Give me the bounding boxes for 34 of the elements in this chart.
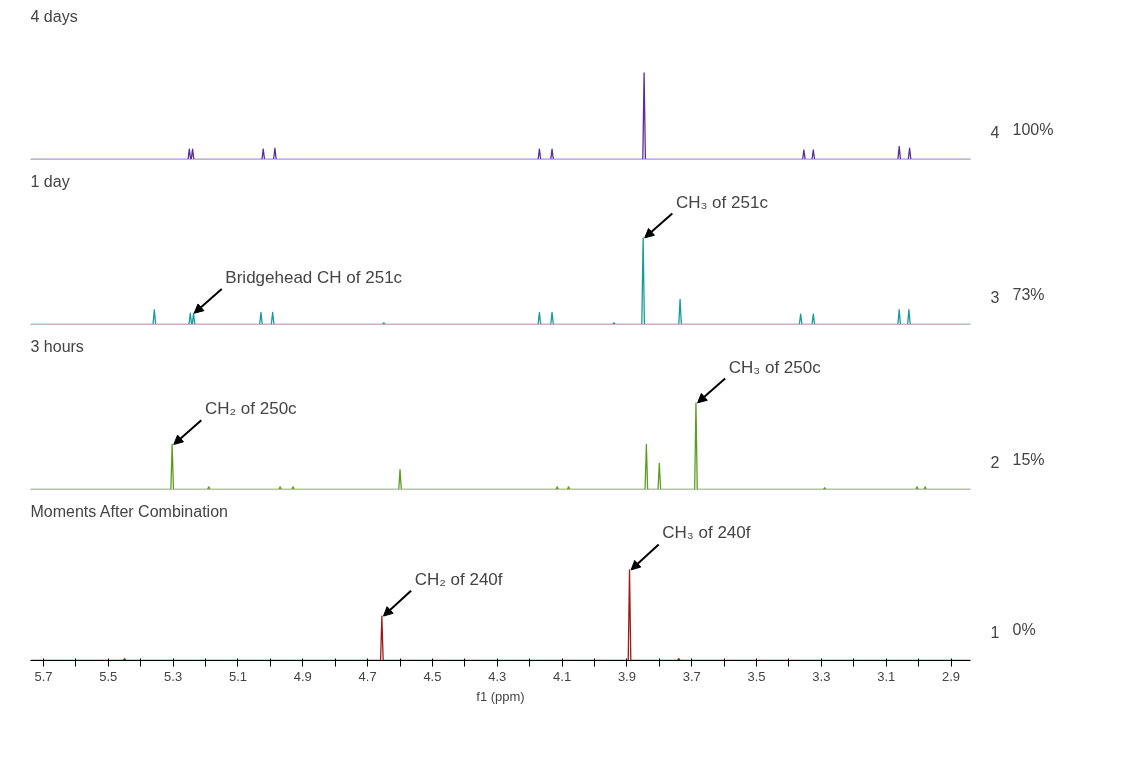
- x-tick-label: 4.1: [553, 668, 572, 684]
- text: 2: [990, 453, 1000, 471]
- x-tick-label: 3.5: [747, 668, 766, 684]
- x-tick-label: 3.3: [812, 668, 831, 684]
- x-tick-label: 2.9: [942, 668, 961, 684]
- chart-title: 1 day: [30, 172, 70, 190]
- annotation: CH₃ of 240f: [662, 523, 751, 543]
- x-tick-label: 5.3: [164, 668, 183, 684]
- text: 4: [990, 123, 1000, 141]
- x-tick-label: 3.7: [682, 668, 701, 684]
- x-tick-label: 5.1: [228, 668, 247, 684]
- annotation: Bridgehead CH of 251c: [225, 267, 403, 287]
- annotation: CH₃ of 251c: [675, 192, 769, 212]
- x-tick-label: 5.7: [34, 668, 53, 684]
- chart-title: Moments After Combination: [30, 502, 228, 520]
- x-tick-label: 3.1: [877, 668, 896, 684]
- text: 100%: [1012, 120, 1054, 138]
- chart-title: 4 days: [30, 7, 78, 25]
- text: 3: [990, 288, 1000, 306]
- annotation: CH₂ of 240f: [414, 569, 503, 589]
- x-tick-label: 4.9: [293, 668, 312, 684]
- annotation: CH₂ of 250c: [204, 399, 298, 419]
- x-tick-label: 5.5: [99, 668, 118, 684]
- text: 73%: [1012, 285, 1045, 303]
- x-tick-label: 4.7: [358, 668, 377, 684]
- text: 15%: [1012, 450, 1045, 468]
- text: 0%: [1012, 620, 1036, 638]
- annotation: CH₃ of 250c: [728, 357, 822, 377]
- text: 1: [990, 623, 1000, 641]
- x-tick-label: 4.3: [488, 668, 507, 684]
- chart-title: 3 hours: [30, 337, 84, 355]
- x-tick-label: 4.5: [423, 668, 442, 684]
- x-axis-title: f1 (ppm): [476, 688, 525, 704]
- x-tick-label: 3.9: [617, 668, 636, 684]
